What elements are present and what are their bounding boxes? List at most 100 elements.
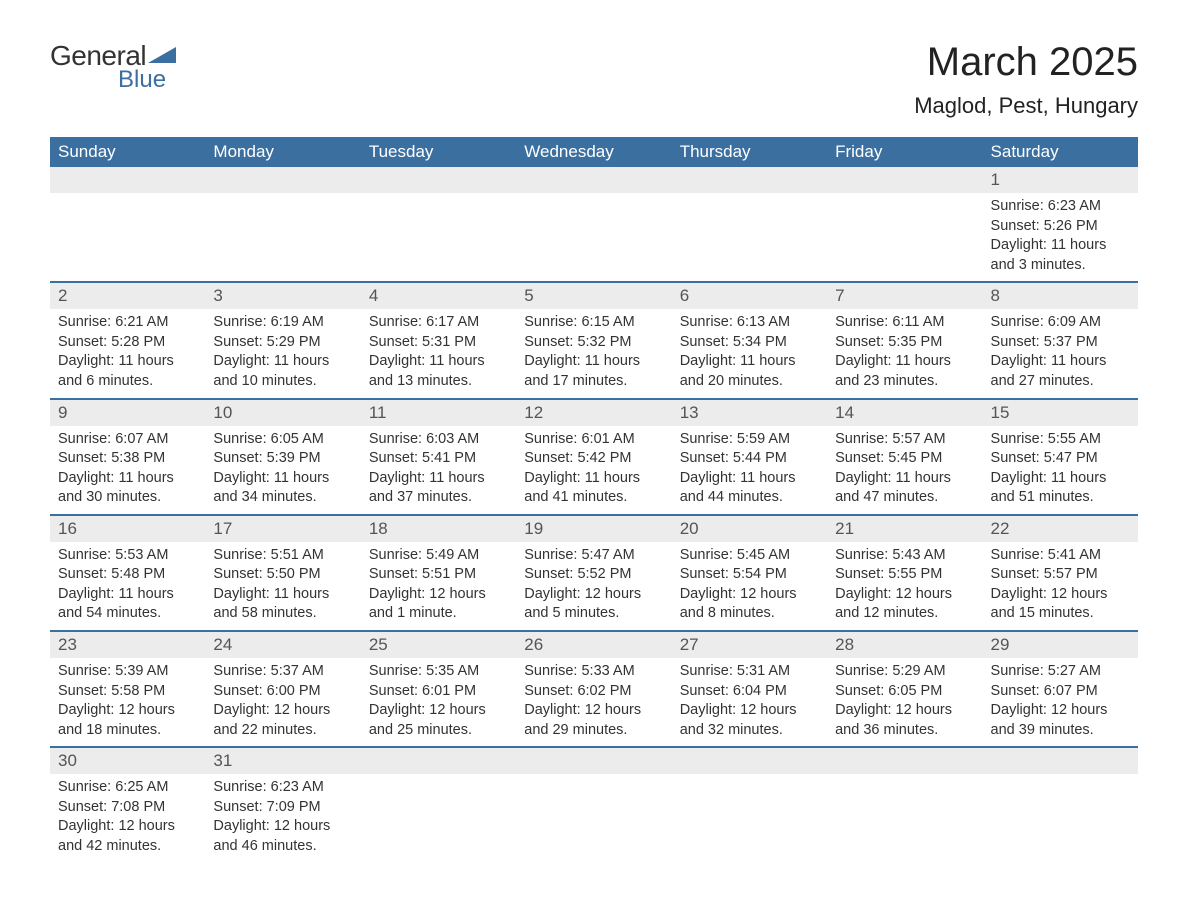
day-cell: 18Sunrise: 5:49 AMSunset: 5:51 PMDayligh… bbox=[361, 515, 516, 631]
sunrise-text: Sunrise: 6:23 AM bbox=[213, 778, 352, 798]
day-cell: 13Sunrise: 5:59 AMSunset: 5:44 PMDayligh… bbox=[672, 399, 827, 515]
daylight-text: Daylight: 11 hours and 54 minutes. bbox=[58, 585, 197, 624]
sunset-text: Sunset: 5:50 PM bbox=[213, 565, 352, 585]
daylight-text: Daylight: 11 hours and 13 minutes. bbox=[369, 352, 508, 391]
day-cell: 10Sunrise: 6:05 AMSunset: 5:39 PMDayligh… bbox=[205, 399, 360, 515]
daylight-text: Daylight: 12 hours and 8 minutes. bbox=[680, 585, 819, 624]
sunset-text: Sunset: 7:08 PM bbox=[58, 798, 197, 818]
daylight-text: Daylight: 12 hours and 5 minutes. bbox=[524, 585, 663, 624]
daylight-text: Daylight: 11 hours and 58 minutes. bbox=[213, 585, 352, 624]
day-number-empty bbox=[827, 167, 982, 193]
sunset-text: Sunset: 5:37 PM bbox=[991, 333, 1130, 353]
day-cell: 28Sunrise: 5:29 AMSunset: 6:05 PMDayligh… bbox=[827, 631, 982, 747]
sunrise-text: Sunrise: 6:07 AM bbox=[58, 430, 197, 450]
sunset-text: Sunset: 7:09 PM bbox=[213, 798, 352, 818]
daylight-text: Daylight: 11 hours and 3 minutes. bbox=[991, 236, 1130, 275]
day-number: 23 bbox=[50, 632, 205, 658]
sunset-text: Sunset: 5:35 PM bbox=[835, 333, 974, 353]
day-cell: 31Sunrise: 6:23 AMSunset: 7:09 PMDayligh… bbox=[205, 747, 360, 862]
calendar-body: 1Sunrise: 6:23 AMSunset: 5:26 PMDaylight… bbox=[50, 167, 1138, 863]
week-row: 16Sunrise: 5:53 AMSunset: 5:48 PMDayligh… bbox=[50, 515, 1138, 631]
sunrise-text: Sunrise: 5:37 AM bbox=[213, 662, 352, 682]
day-number: 17 bbox=[205, 516, 360, 542]
day-number-empty bbox=[50, 167, 205, 193]
day-header: Sunday bbox=[50, 137, 205, 167]
day-details: Sunrise: 6:03 AMSunset: 5:41 PMDaylight:… bbox=[361, 426, 516, 514]
day-number: 2 bbox=[50, 283, 205, 309]
daylight-text: Daylight: 12 hours and 36 minutes. bbox=[835, 701, 974, 740]
sunrise-text: Sunrise: 6:09 AM bbox=[991, 313, 1130, 333]
sunrise-text: Sunrise: 5:57 AM bbox=[835, 430, 974, 450]
day-number: 3 bbox=[205, 283, 360, 309]
day-header: Friday bbox=[827, 137, 982, 167]
sunrise-text: Sunrise: 6:21 AM bbox=[58, 313, 197, 333]
day-details: Sunrise: 6:11 AMSunset: 5:35 PMDaylight:… bbox=[827, 309, 982, 397]
sunset-text: Sunset: 6:00 PM bbox=[213, 682, 352, 702]
day-details: Sunrise: 5:57 AMSunset: 5:45 PMDaylight:… bbox=[827, 426, 982, 514]
day-details: Sunrise: 6:15 AMSunset: 5:32 PMDaylight:… bbox=[516, 309, 671, 397]
day-cell: 29Sunrise: 5:27 AMSunset: 6:07 PMDayligh… bbox=[983, 631, 1138, 747]
day-details: Sunrise: 6:13 AMSunset: 5:34 PMDaylight:… bbox=[672, 309, 827, 397]
day-cell: 8Sunrise: 6:09 AMSunset: 5:37 PMDaylight… bbox=[983, 282, 1138, 398]
sunset-text: Sunset: 5:44 PM bbox=[680, 449, 819, 469]
daylight-text: Daylight: 11 hours and 10 minutes. bbox=[213, 352, 352, 391]
sunset-text: Sunset: 5:54 PM bbox=[680, 565, 819, 585]
day-cell: 6Sunrise: 6:13 AMSunset: 5:34 PMDaylight… bbox=[672, 282, 827, 398]
sunrise-text: Sunrise: 5:59 AM bbox=[680, 430, 819, 450]
sunrise-text: Sunrise: 6:05 AM bbox=[213, 430, 352, 450]
day-header: Wednesday bbox=[516, 137, 671, 167]
day-number: 9 bbox=[50, 400, 205, 426]
day-number: 21 bbox=[827, 516, 982, 542]
sunrise-text: Sunrise: 6:11 AM bbox=[835, 313, 974, 333]
day-details: Sunrise: 5:51 AMSunset: 5:50 PMDaylight:… bbox=[205, 542, 360, 630]
day-cell bbox=[50, 167, 205, 282]
sunset-text: Sunset: 5:26 PM bbox=[991, 217, 1130, 237]
sunrise-text: Sunrise: 5:47 AM bbox=[524, 546, 663, 566]
sunrise-text: Sunrise: 5:41 AM bbox=[991, 546, 1130, 566]
daylight-text: Daylight: 11 hours and 23 minutes. bbox=[835, 352, 974, 391]
day-number: 13 bbox=[672, 400, 827, 426]
day-details: Sunrise: 5:29 AMSunset: 6:05 PMDaylight:… bbox=[827, 658, 982, 746]
logo-text-blue: Blue bbox=[118, 66, 166, 94]
day-number: 4 bbox=[361, 283, 516, 309]
logo: General Blue bbox=[50, 40, 176, 94]
day-cell bbox=[983, 747, 1138, 862]
sunrise-text: Sunrise: 6:15 AM bbox=[524, 313, 663, 333]
day-details: Sunrise: 6:25 AMSunset: 7:08 PMDaylight:… bbox=[50, 774, 205, 862]
day-details: Sunrise: 6:09 AMSunset: 5:37 PMDaylight:… bbox=[983, 309, 1138, 397]
day-cell: 3Sunrise: 6:19 AMSunset: 5:29 PMDaylight… bbox=[205, 282, 360, 398]
day-number-empty bbox=[516, 167, 671, 193]
day-cell bbox=[361, 167, 516, 282]
day-cell: 21Sunrise: 5:43 AMSunset: 5:55 PMDayligh… bbox=[827, 515, 982, 631]
day-number: 29 bbox=[983, 632, 1138, 658]
day-details: Sunrise: 6:21 AMSunset: 5:28 PMDaylight:… bbox=[50, 309, 205, 397]
day-cell bbox=[827, 167, 982, 282]
daylight-text: Daylight: 11 hours and 6 minutes. bbox=[58, 352, 197, 391]
sunset-text: Sunset: 5:48 PM bbox=[58, 565, 197, 585]
sunset-text: Sunset: 5:57 PM bbox=[991, 565, 1130, 585]
daylight-text: Daylight: 12 hours and 39 minutes. bbox=[991, 701, 1130, 740]
sunset-text: Sunset: 6:07 PM bbox=[991, 682, 1130, 702]
daylight-text: Daylight: 11 hours and 30 minutes. bbox=[58, 469, 197, 508]
sunset-text: Sunset: 5:41 PM bbox=[369, 449, 508, 469]
day-details: Sunrise: 5:39 AMSunset: 5:58 PMDaylight:… bbox=[50, 658, 205, 746]
day-details: Sunrise: 6:23 AMSunset: 5:26 PMDaylight:… bbox=[983, 193, 1138, 281]
day-cell bbox=[672, 747, 827, 862]
sunrise-text: Sunrise: 5:49 AM bbox=[369, 546, 508, 566]
sunset-text: Sunset: 5:52 PM bbox=[524, 565, 663, 585]
sunrise-text: Sunrise: 6:17 AM bbox=[369, 313, 508, 333]
day-cell: 19Sunrise: 5:47 AMSunset: 5:52 PMDayligh… bbox=[516, 515, 671, 631]
daylight-text: Daylight: 11 hours and 37 minutes. bbox=[369, 469, 508, 508]
day-cell: 5Sunrise: 6:15 AMSunset: 5:32 PMDaylight… bbox=[516, 282, 671, 398]
day-details: Sunrise: 5:37 AMSunset: 6:00 PMDaylight:… bbox=[205, 658, 360, 746]
day-details: Sunrise: 6:01 AMSunset: 5:42 PMDaylight:… bbox=[516, 426, 671, 514]
day-details: Sunrise: 5:31 AMSunset: 6:04 PMDaylight:… bbox=[672, 658, 827, 746]
day-number: 28 bbox=[827, 632, 982, 658]
daylight-text: Daylight: 11 hours and 47 minutes. bbox=[835, 469, 974, 508]
sunrise-text: Sunrise: 5:43 AM bbox=[835, 546, 974, 566]
daylight-text: Daylight: 11 hours and 17 minutes. bbox=[524, 352, 663, 391]
location-text: Maglod, Pest, Hungary bbox=[914, 93, 1138, 119]
day-cell: 9Sunrise: 6:07 AMSunset: 5:38 PMDaylight… bbox=[50, 399, 205, 515]
day-details: Sunrise: 5:35 AMSunset: 6:01 PMDaylight:… bbox=[361, 658, 516, 746]
day-cell: 24Sunrise: 5:37 AMSunset: 6:00 PMDayligh… bbox=[205, 631, 360, 747]
